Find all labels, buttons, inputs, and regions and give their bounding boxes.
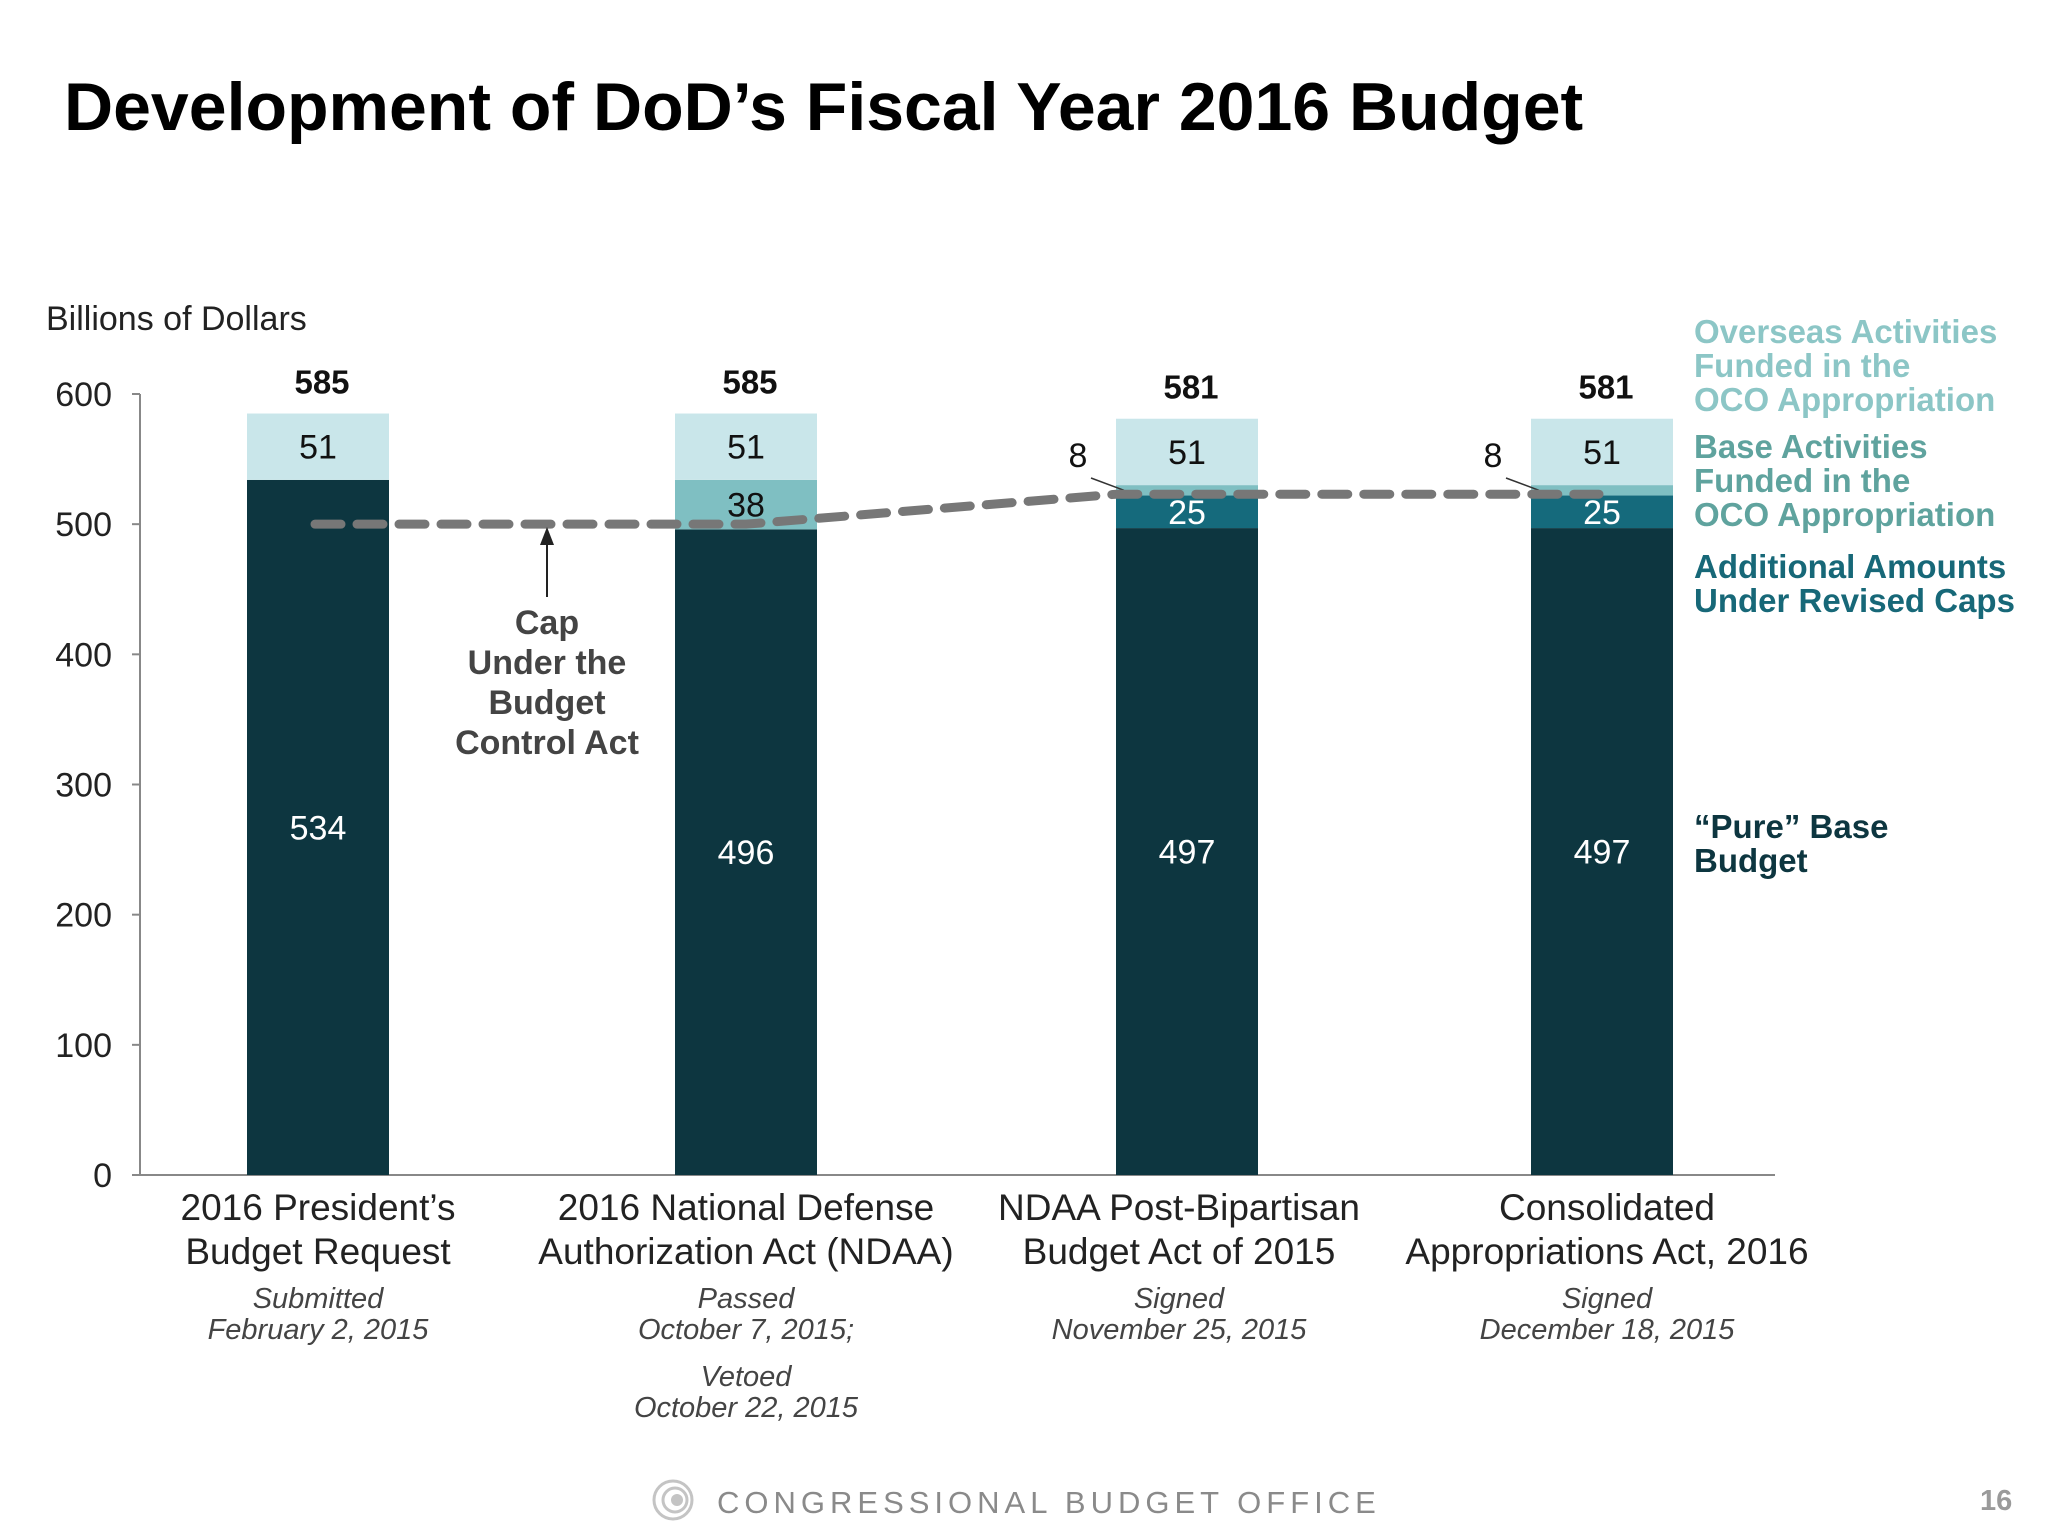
bar-segment	[1116, 485, 1258, 496]
bar-segment	[1531, 485, 1673, 496]
bar-total-label: 581	[1578, 369, 1633, 406]
category-label: 2016 National Defense	[558, 1187, 934, 1228]
segment-value-label: 51	[299, 429, 337, 467]
legend-entry: Funded in the	[1694, 347, 1910, 384]
page-title: Development of DoD’s Fiscal Year 2016 Bu…	[64, 69, 1584, 145]
segment-value-label: 51	[1168, 434, 1206, 472]
bar-segment	[1116, 495, 1258, 529]
leader-line	[1090, 477, 1125, 492]
legend-entry: Additional Amounts	[1694, 548, 2006, 585]
category-label: Authorization Act (NDAA)	[538, 1231, 953, 1272]
bar-segment	[1531, 495, 1673, 529]
bar-total-label: 585	[722, 364, 777, 401]
category-note: Submitted	[253, 1283, 384, 1315]
bar-total-label: 585	[294, 364, 349, 401]
legend-entry: Overseas Activities	[1694, 313, 1997, 350]
category-note: Vetoed	[701, 1361, 793, 1393]
segment-value-label: 497	[1159, 834, 1216, 872]
category-label: 2016 President’s	[181, 1187, 456, 1228]
legend-entry: “Pure” Base	[1694, 808, 1888, 845]
category-note: Passed	[698, 1283, 796, 1315]
legend-entry: Funded in the	[1694, 462, 1910, 499]
y-axis-label: Billions of Dollars	[46, 300, 307, 338]
bar-segment	[675, 413, 817, 480]
y-tick-label: 0	[93, 1157, 112, 1195]
category-note: Signed	[1562, 1283, 1653, 1315]
category-label: Budget Act of 2015	[1023, 1231, 1336, 1272]
cap-line	[310, 489, 1604, 529]
category-note: October 7, 2015;	[638, 1314, 854, 1346]
category-label: NDAA Post-Bipartisan	[998, 1187, 1360, 1228]
segment-value-label: 51	[727, 429, 765, 467]
footer-organization: CONGRESSIONAL BUDGET OFFICE	[717, 1485, 1381, 1520]
segment-value-label: 38	[727, 487, 765, 525]
y-tick-label: 100	[55, 1027, 112, 1065]
bar-segment	[247, 479, 389, 1175]
category-note: February 2, 2015	[208, 1314, 430, 1346]
leader-line	[1505, 477, 1540, 492]
bar-segment	[1531, 418, 1673, 486]
segment-value-label: 8	[1069, 437, 1088, 475]
category-note: December 18, 2015	[1480, 1314, 1736, 1346]
legend-entry: Under Revised Caps	[1694, 582, 2015, 619]
y-tick-label: 400	[55, 636, 112, 674]
arrow-head-icon	[540, 527, 554, 545]
legend-entry: OCO Appropriation	[1694, 496, 1995, 533]
segment-value-label: 496	[718, 834, 775, 872]
y-tick-label: 500	[55, 506, 112, 544]
legend-entry: Base Activities	[1694, 428, 1928, 465]
segment-value-label: 51	[1583, 434, 1621, 472]
bar-segment	[1116, 418, 1258, 486]
y-tick-label: 300	[55, 767, 112, 805]
cbo-logo-icon	[652, 1479, 694, 1521]
category-note: November 25, 2015	[1052, 1314, 1308, 1346]
bar-segment	[1116, 528, 1258, 1175]
bar-segment	[675, 529, 817, 1175]
bar-total-label: 581	[1163, 369, 1218, 406]
y-tick-label: 600	[55, 376, 112, 414]
y-tick-label: 200	[55, 897, 112, 935]
segment-value-label: 25	[1168, 494, 1206, 532]
annotation-text: Under the	[468, 644, 627, 682]
segment-value-label: 8	[1484, 437, 1503, 475]
legend-entry: OCO Appropriation	[1694, 381, 1995, 418]
category-label: Budget Request	[185, 1231, 451, 1272]
segment-value-label: 497	[1574, 834, 1631, 872]
bar-segment	[247, 413, 389, 480]
page-number: 16	[1980, 1485, 2013, 1517]
category-label: Appropriations Act, 2016	[1405, 1231, 1808, 1272]
legend-entry: Budget	[1694, 842, 1808, 879]
annotation-text: Budget	[488, 684, 605, 722]
segment-value-label: 534	[290, 809, 347, 847]
bar-segment	[1531, 528, 1673, 1175]
category-label: Consolidated	[1499, 1187, 1715, 1228]
annotation-text: Cap	[515, 604, 579, 642]
annotation-text: Control Act	[455, 724, 639, 762]
category-note: October 22, 2015	[634, 1392, 859, 1424]
segment-value-label: 25	[1583, 494, 1621, 532]
category-note: Signed	[1134, 1283, 1225, 1315]
